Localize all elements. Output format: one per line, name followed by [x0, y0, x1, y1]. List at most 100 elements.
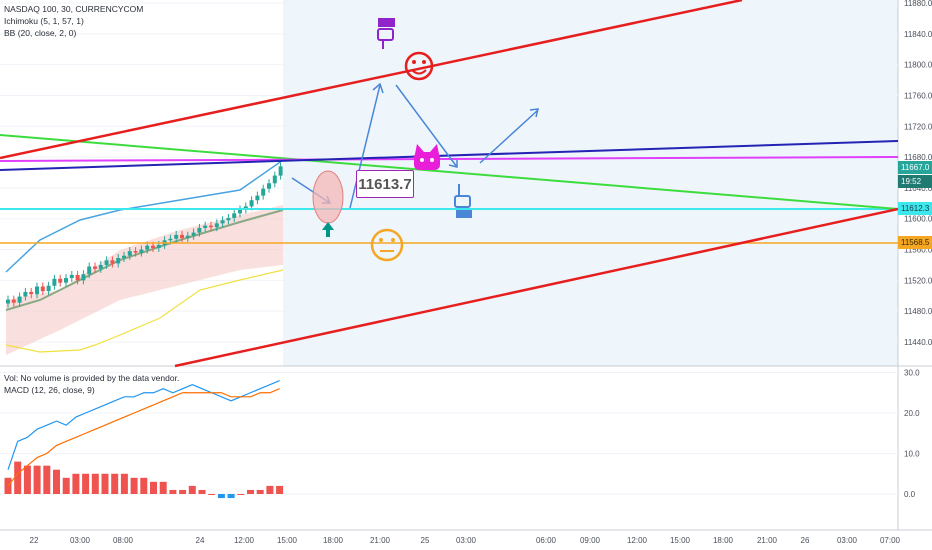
macd-histogram-bar	[72, 474, 79, 494]
candle-body	[12, 300, 16, 303]
candle-body	[23, 292, 27, 297]
macd-tick-label: 0.0	[904, 490, 916, 499]
macd-histogram-bar	[34, 466, 41, 494]
countdown-tag: 19:52	[898, 175, 932, 188]
macd-histogram-bar	[63, 478, 70, 494]
time-tick-label: 26	[801, 536, 810, 545]
time-tick-label: 03:00	[70, 536, 91, 545]
candle-body	[267, 183, 271, 188]
macd-tick-label: 20.0	[904, 409, 920, 418]
candle-body	[18, 297, 22, 303]
candle-body	[145, 246, 149, 250]
macd-histogram-bar	[189, 486, 196, 494]
candle-body	[197, 228, 201, 233]
time-tick-label: 15:00	[277, 536, 298, 545]
candle-body	[35, 287, 39, 295]
time-tick-label: 03:00	[456, 536, 477, 545]
price-tick-label: 11800.0	[904, 61, 932, 70]
price-tick-label: 11720.0	[904, 122, 932, 131]
candle-body	[157, 245, 161, 248]
candle-body	[76, 275, 80, 280]
price-tick-label: 11520.0	[904, 276, 932, 285]
macd-histogram-bar	[179, 490, 186, 494]
candle-body	[151, 246, 155, 248]
macd-tick-label: 10.0	[904, 450, 920, 459]
candle-body	[226, 218, 230, 220]
macd-histogram-bar	[131, 478, 138, 494]
time-tick-label: 21:00	[370, 536, 391, 545]
orange-level-tag: 11568.5	[898, 236, 932, 249]
time-tick-label: 18:00	[323, 536, 344, 545]
candle-body	[261, 189, 265, 196]
candle-body	[110, 260, 114, 263]
macd-histogram-bar	[218, 494, 225, 498]
macd-tick-label: 30.0	[904, 369, 920, 378]
candle-body	[93, 266, 97, 268]
macd-pane: 0.0 10.0 20.0 30.0	[0, 369, 920, 500]
macd-histogram-bar	[5, 478, 12, 494]
candle-body	[87, 266, 91, 274]
volume-legend: Vol: No volume is provided by the data v…	[4, 373, 179, 384]
price-tick-label: 11440.0	[904, 338, 932, 347]
macd-histogram-bar	[111, 474, 118, 494]
macd-histogram-bar	[43, 466, 50, 494]
macd-histogram-bar	[140, 478, 147, 494]
time-tick-label: 09:00	[580, 536, 601, 545]
candle-body	[203, 226, 207, 228]
candle-body	[209, 226, 213, 228]
current-price-tag: 11667.0	[898, 161, 932, 174]
macd-histogram-bar	[247, 490, 254, 494]
candle-body	[192, 233, 196, 236]
time-tick-label: 12:00	[627, 536, 648, 545]
candle-body	[139, 250, 143, 253]
price-tick-label: 11600.0	[904, 215, 932, 224]
candle-body	[186, 236, 190, 238]
candle-body	[64, 278, 68, 283]
symbol-legend: NASDAQ 100, 30, CURRENCYCOM	[4, 4, 143, 15]
candle-body	[52, 279, 56, 286]
candle-body	[174, 235, 178, 239]
time-tick-label: 12:00	[234, 536, 255, 545]
candle-body	[221, 220, 225, 223]
time-tick-label: 25	[421, 536, 430, 545]
time-axis: 22 03:00 08:00 24 12:00 15:00 18:00 21:00 25 03:0…	[30, 536, 901, 545]
macd-histogram-bar	[160, 482, 167, 494]
price-callout[interactable]: 11613.7	[356, 170, 414, 198]
macd-histogram-bar	[121, 474, 128, 494]
candle-body	[41, 287, 45, 292]
highlight-ellipse	[313, 171, 343, 223]
candle-body	[128, 251, 132, 256]
macd-histogram-bar	[257, 490, 264, 494]
macd-histogram-bar	[150, 482, 157, 494]
macd-histogram-bar	[228, 494, 235, 498]
candle-body	[273, 176, 277, 184]
macd-histogram-bar	[82, 474, 89, 494]
time-tick-label: 08:00	[113, 536, 134, 545]
candle-body	[47, 286, 51, 291]
macd-histogram-bar	[14, 462, 21, 494]
candle-body	[122, 256, 126, 258]
candle-body	[232, 213, 236, 218]
price-tick-label: 11760.0	[904, 91, 932, 100]
macd-legend: MACD (12, 26, close, 9)	[4, 385, 95, 396]
macd-histogram-bar	[237, 494, 244, 495]
time-tick-label: 18:00	[713, 536, 734, 545]
macd-histogram-bar	[199, 490, 206, 494]
time-tick-label: 24	[196, 536, 205, 545]
candle-body	[105, 260, 109, 265]
candle-body	[99, 265, 103, 269]
macd-histogram-bar	[276, 486, 283, 494]
price-tick-label: 11480.0	[904, 307, 932, 316]
candle-body	[238, 209, 242, 213]
candle-body	[29, 292, 33, 294]
candle-body	[116, 258, 120, 263]
candle-body	[180, 235, 184, 238]
candle-body	[215, 223, 219, 227]
candle-body	[70, 275, 74, 278]
macd-histogram-bar	[208, 494, 215, 495]
cyan-level-tag: 11612.3	[898, 202, 932, 215]
time-tick-label: 06:00	[536, 536, 557, 545]
macd-histogram-bar	[53, 470, 60, 494]
candle-body	[168, 239, 172, 241]
